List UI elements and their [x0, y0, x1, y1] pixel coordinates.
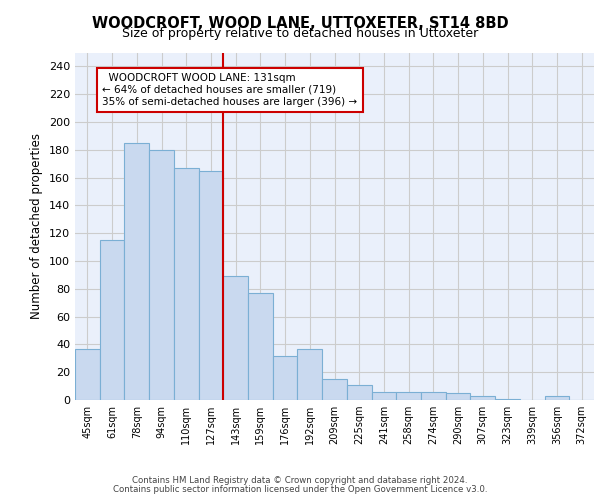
- Text: Size of property relative to detached houses in Uttoxeter: Size of property relative to detached ho…: [122, 28, 478, 40]
- Bar: [371, 392, 396, 400]
- Bar: [100, 240, 124, 400]
- Y-axis label: Number of detached properties: Number of detached properties: [31, 133, 43, 320]
- Bar: [298, 348, 322, 400]
- Bar: [273, 356, 298, 400]
- Bar: [470, 396, 495, 400]
- Bar: [174, 168, 199, 400]
- Bar: [396, 392, 421, 400]
- Bar: [421, 392, 446, 400]
- Text: Contains HM Land Registry data © Crown copyright and database right 2024.: Contains HM Land Registry data © Crown c…: [132, 476, 468, 485]
- Text: Contains public sector information licensed under the Open Government Licence v3: Contains public sector information licen…: [113, 484, 487, 494]
- Text: WOODCROFT, WOOD LANE, UTTOXETER, ST14 8BD: WOODCROFT, WOOD LANE, UTTOXETER, ST14 8B…: [92, 16, 508, 31]
- Bar: [124, 143, 149, 400]
- Bar: [75, 348, 100, 400]
- Bar: [248, 293, 273, 400]
- Bar: [545, 396, 569, 400]
- Text: WOODCROFT WOOD LANE: 131sqm
← 64% of detached houses are smaller (719)
35% of se: WOODCROFT WOOD LANE: 131sqm ← 64% of det…: [102, 74, 358, 106]
- Bar: [199, 170, 223, 400]
- Bar: [149, 150, 174, 400]
- Bar: [495, 398, 520, 400]
- Bar: [347, 384, 371, 400]
- Bar: [223, 276, 248, 400]
- Bar: [446, 393, 470, 400]
- Bar: [322, 379, 347, 400]
